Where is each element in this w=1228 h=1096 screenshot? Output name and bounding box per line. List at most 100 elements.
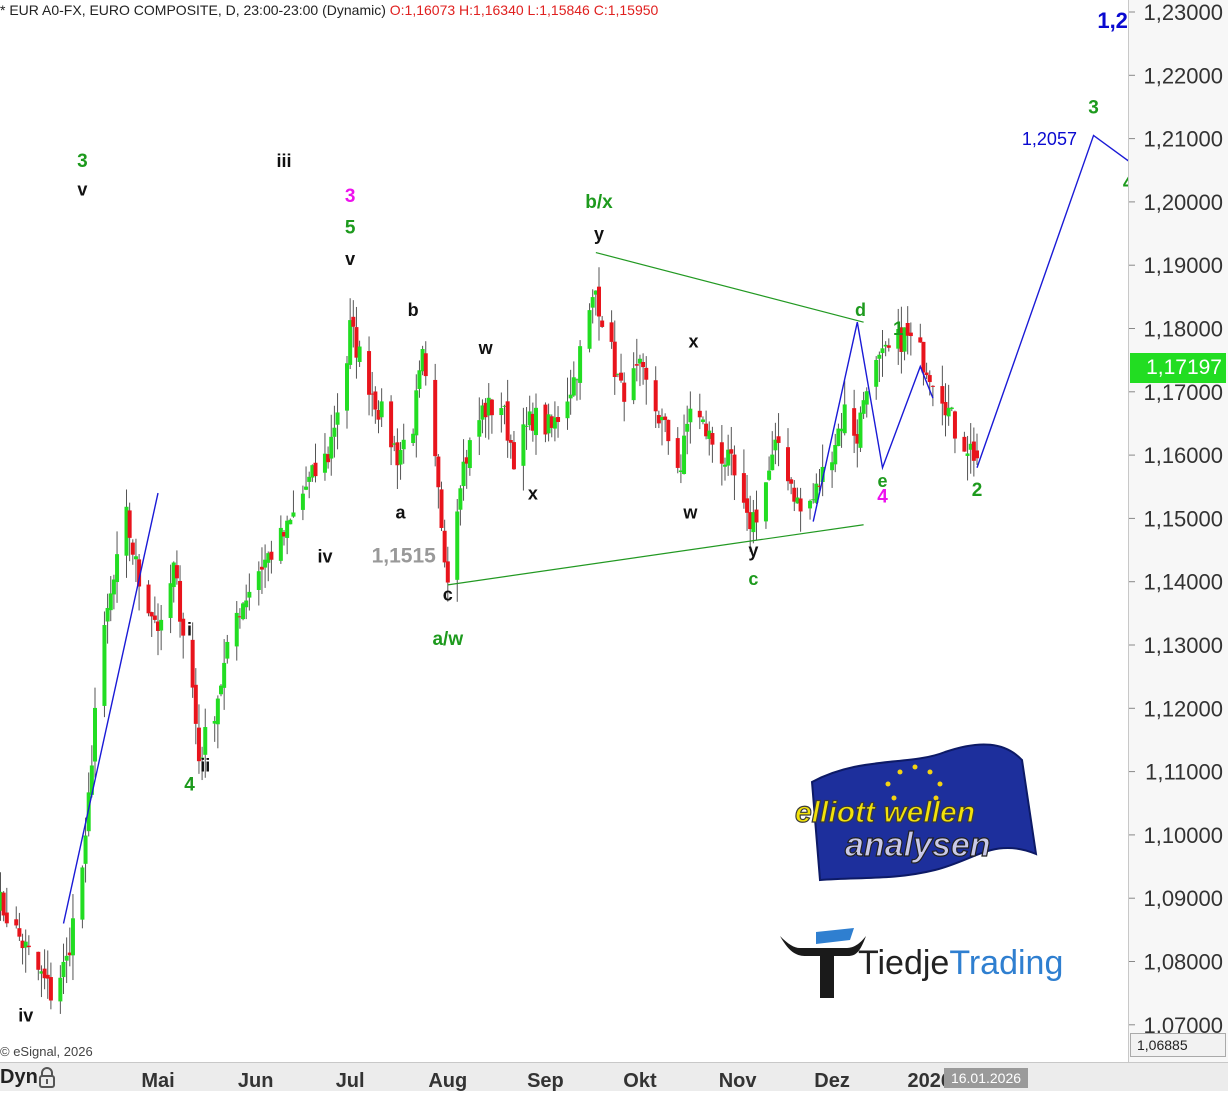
candle <box>159 604 164 651</box>
candle <box>741 449 746 509</box>
forecast-line <box>976 134 1128 468</box>
candle <box>351 300 356 348</box>
candle <box>745 474 750 531</box>
candle <box>20 933 25 965</box>
price-axis[interactable]: 1,23000 1,22000 1,21000 1,20000 1,19000 1,180… <box>1128 0 1228 1062</box>
candle <box>723 457 727 481</box>
candle <box>379 388 384 427</box>
wave-label: 4 <box>184 775 195 796</box>
y-tick-label: 1,09000 <box>1143 886 1223 911</box>
candle <box>836 423 841 447</box>
lock-icon[interactable] <box>36 1066 58 1088</box>
candle <box>304 466 309 491</box>
candle <box>609 310 614 349</box>
candle <box>48 962 53 1010</box>
candle <box>814 473 819 504</box>
x-tick-label: Nov <box>719 1070 758 1091</box>
candle <box>458 485 463 526</box>
candle <box>477 397 482 456</box>
candle <box>133 538 138 583</box>
candle <box>905 306 910 355</box>
candle <box>439 481 444 532</box>
candle <box>115 531 120 603</box>
candle <box>149 611 154 637</box>
wave-label: x <box>528 483 538 503</box>
x-tick-label: Mai <box>141 1070 174 1091</box>
candle <box>543 402 548 443</box>
candle <box>615 373 620 378</box>
candle <box>168 564 173 634</box>
candle <box>975 433 979 465</box>
candle <box>300 485 305 521</box>
candle <box>146 580 151 617</box>
candle <box>420 345 425 376</box>
candle <box>666 419 671 455</box>
candle <box>105 593 110 644</box>
y-tick-label: 1,20000 <box>1143 190 1223 215</box>
wave-label: 1 <box>893 319 904 340</box>
time-axis[interactable]: Mai Jun Jul Aug Sep Okt Nov Dez 2026 <box>0 1062 1228 1092</box>
candle <box>770 431 775 471</box>
candle <box>225 634 230 664</box>
candle <box>335 393 340 450</box>
y-tick-label: 1,10000 <box>1143 823 1223 848</box>
candle <box>896 308 901 365</box>
candle <box>962 431 967 452</box>
candle <box>152 596 157 624</box>
x-tick-label: Sep <box>527 1070 564 1091</box>
candle <box>971 427 976 477</box>
candle <box>190 622 195 698</box>
candle <box>26 935 31 956</box>
candle <box>530 402 535 442</box>
candle <box>660 408 664 446</box>
x-tick-label: Aug <box>428 1070 467 1091</box>
tiedje-trading-logo: TiedjeTrading <box>780 928 1063 998</box>
chart-header: * EUR A0-FX, EURO COMPOSITE, D, 23:00-23… <box>0 2 658 18</box>
candle <box>637 354 642 387</box>
candle <box>322 433 327 481</box>
candle <box>763 482 768 529</box>
candle <box>524 407 529 450</box>
wave-label: 1,1515 <box>372 545 437 568</box>
candle <box>212 716 217 742</box>
candle <box>704 410 709 440</box>
candle <box>442 519 447 568</box>
candle <box>886 338 891 352</box>
x-tick-label: Dez <box>814 1070 850 1091</box>
candle <box>411 428 416 447</box>
candle <box>247 573 252 611</box>
candle <box>634 338 639 382</box>
wave-label: c <box>443 585 453 605</box>
candle <box>707 421 712 456</box>
candle <box>288 518 293 525</box>
wave-label: d <box>855 300 866 320</box>
candle <box>464 449 469 489</box>
candle <box>732 445 737 501</box>
price-plot[interactable]: 3viviii4iiiiv35vbaca/w1,1515wxb/xyxwycd1… <box>0 0 1128 1062</box>
y-tick-label: 1,16000 <box>1143 443 1223 468</box>
candle <box>259 547 264 594</box>
candle <box>307 471 312 499</box>
candle <box>171 561 176 603</box>
x-tick-label: Okt <box>623 1070 657 1091</box>
candle <box>42 949 47 990</box>
candle <box>767 456 772 481</box>
candle <box>568 369 573 415</box>
wave-label: ii <box>200 756 210 776</box>
candle <box>587 303 592 353</box>
y-tick-label: 1,17000 <box>1143 380 1223 405</box>
candle <box>556 406 561 438</box>
candle <box>23 929 28 973</box>
tiedje-text: Tiedje <box>858 944 949 982</box>
candle <box>697 393 702 430</box>
candle <box>874 356 879 400</box>
candle <box>461 439 466 501</box>
candle <box>754 490 759 540</box>
candle <box>653 366 658 429</box>
candle <box>908 322 913 356</box>
candle <box>423 341 428 386</box>
wave-label: w <box>682 502 698 522</box>
candle <box>398 441 403 480</box>
candle <box>751 499 756 544</box>
wave-label: y <box>594 224 604 244</box>
